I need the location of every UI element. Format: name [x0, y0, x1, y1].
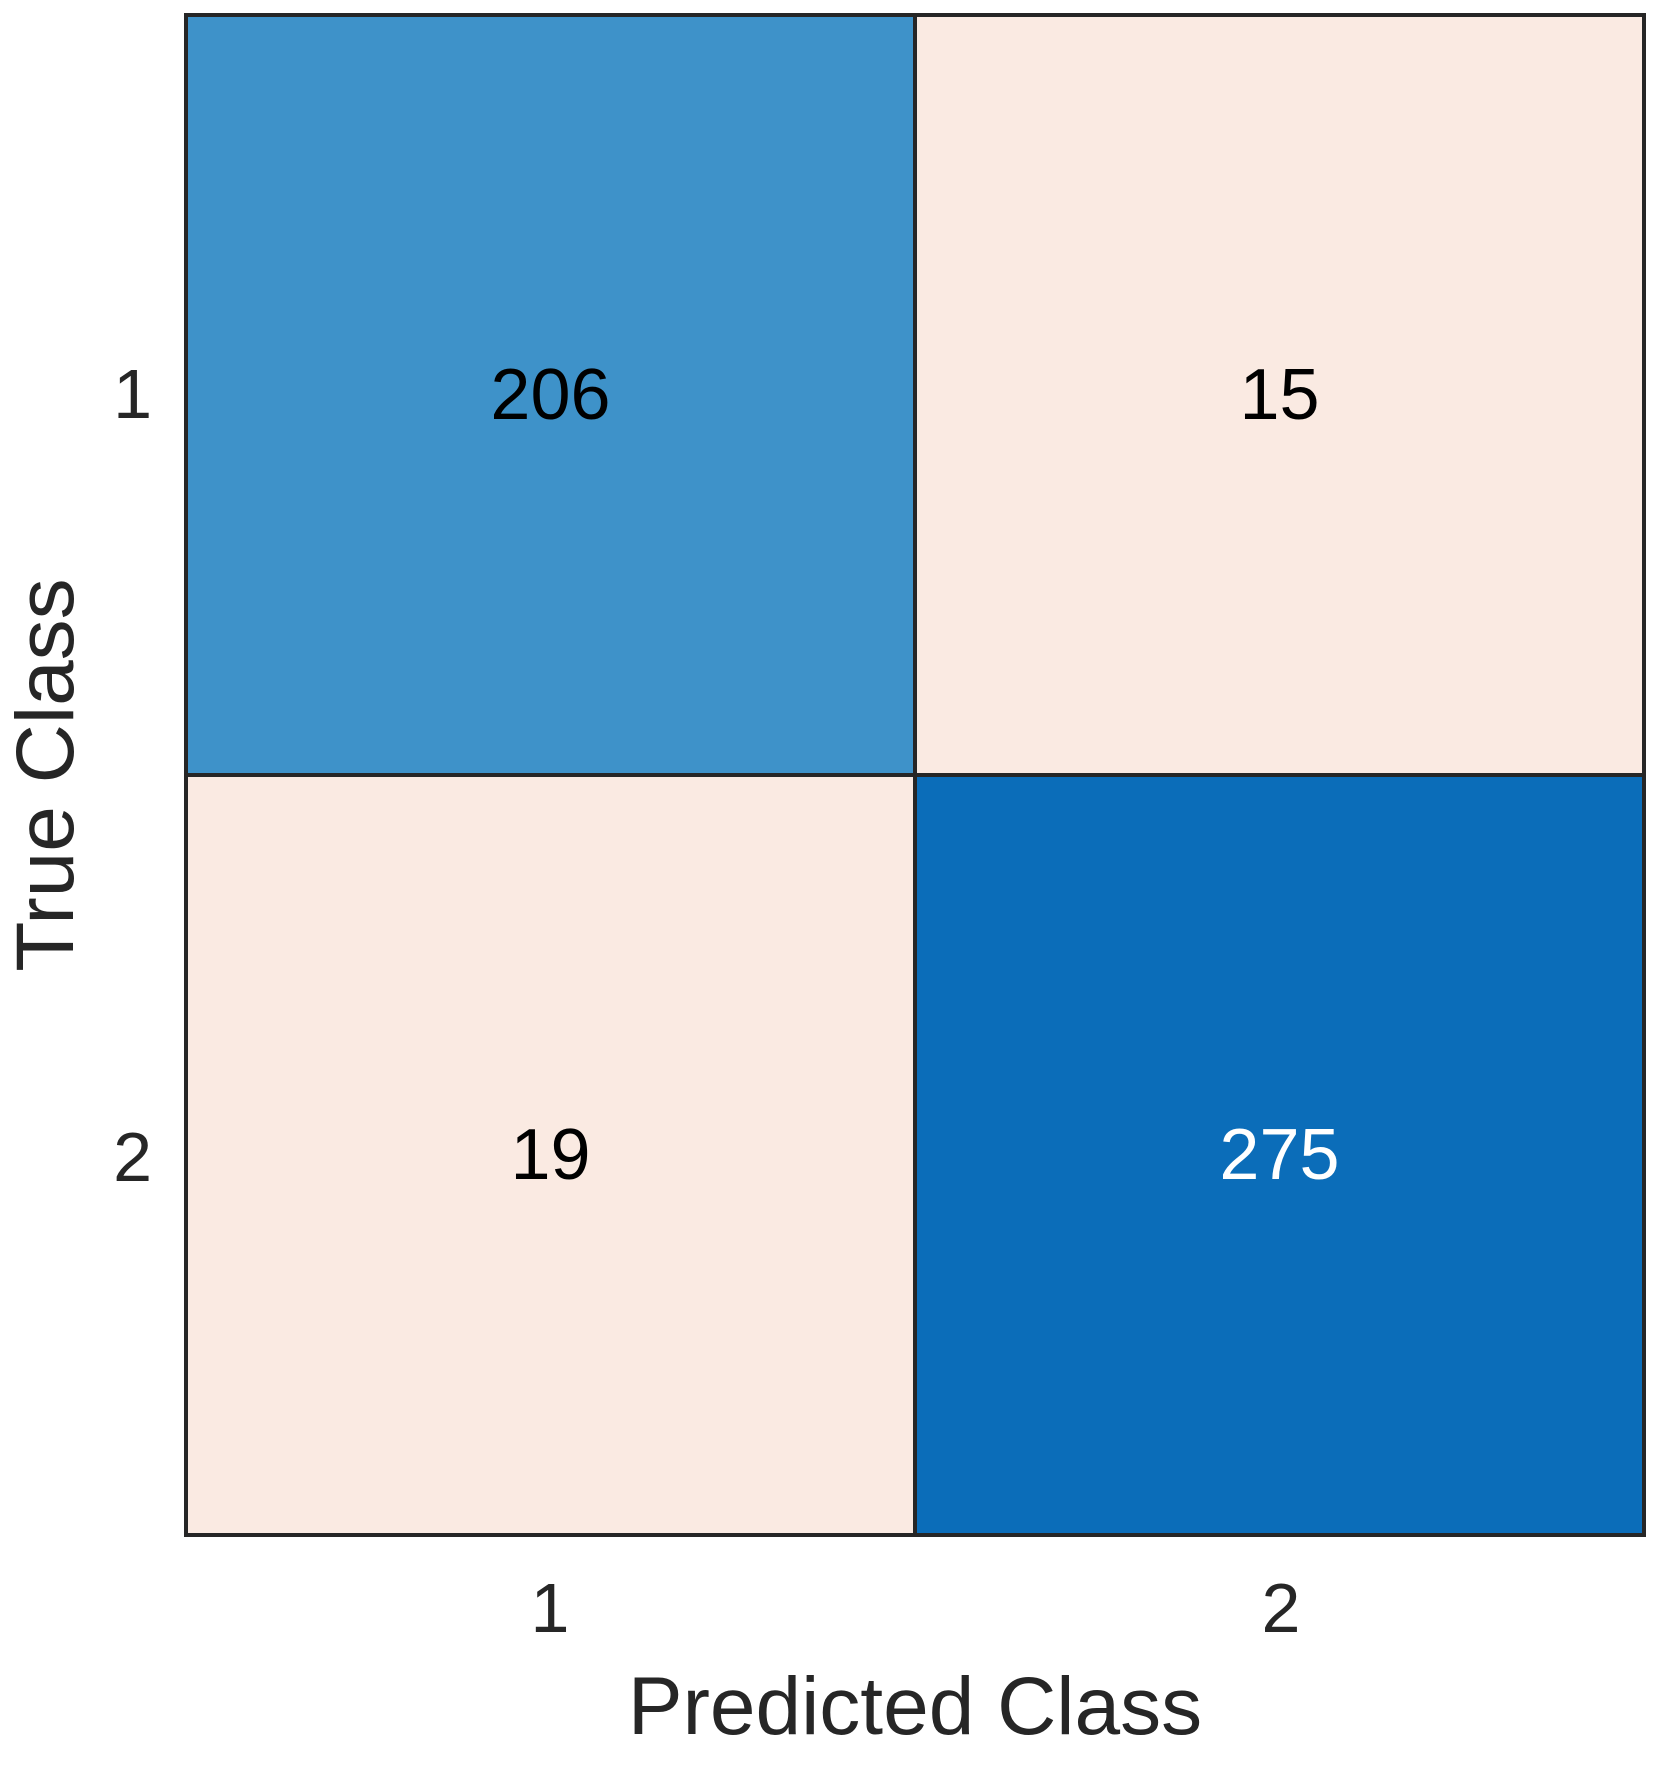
x-axis-label: Predicted Class: [627, 1661, 1203, 1752]
y-tick-1: 1: [113, 355, 152, 433]
y-axis-label: True Class: [0, 578, 91, 972]
y-tick-2: 2: [113, 1118, 152, 1196]
cell-true1-pred2: 15: [917, 17, 1642, 773]
cell-true2-pred2: 275: [917, 777, 1642, 1533]
cell-true1-pred1: 206: [188, 17, 913, 773]
x-tick-2: 2: [1261, 1569, 1301, 1647]
x-tick-1: 1: [530, 1569, 570, 1647]
confusion-matrix-grid: 206 15 19 275: [184, 13, 1646, 1537]
cell-true2-pred1: 19: [188, 777, 913, 1533]
